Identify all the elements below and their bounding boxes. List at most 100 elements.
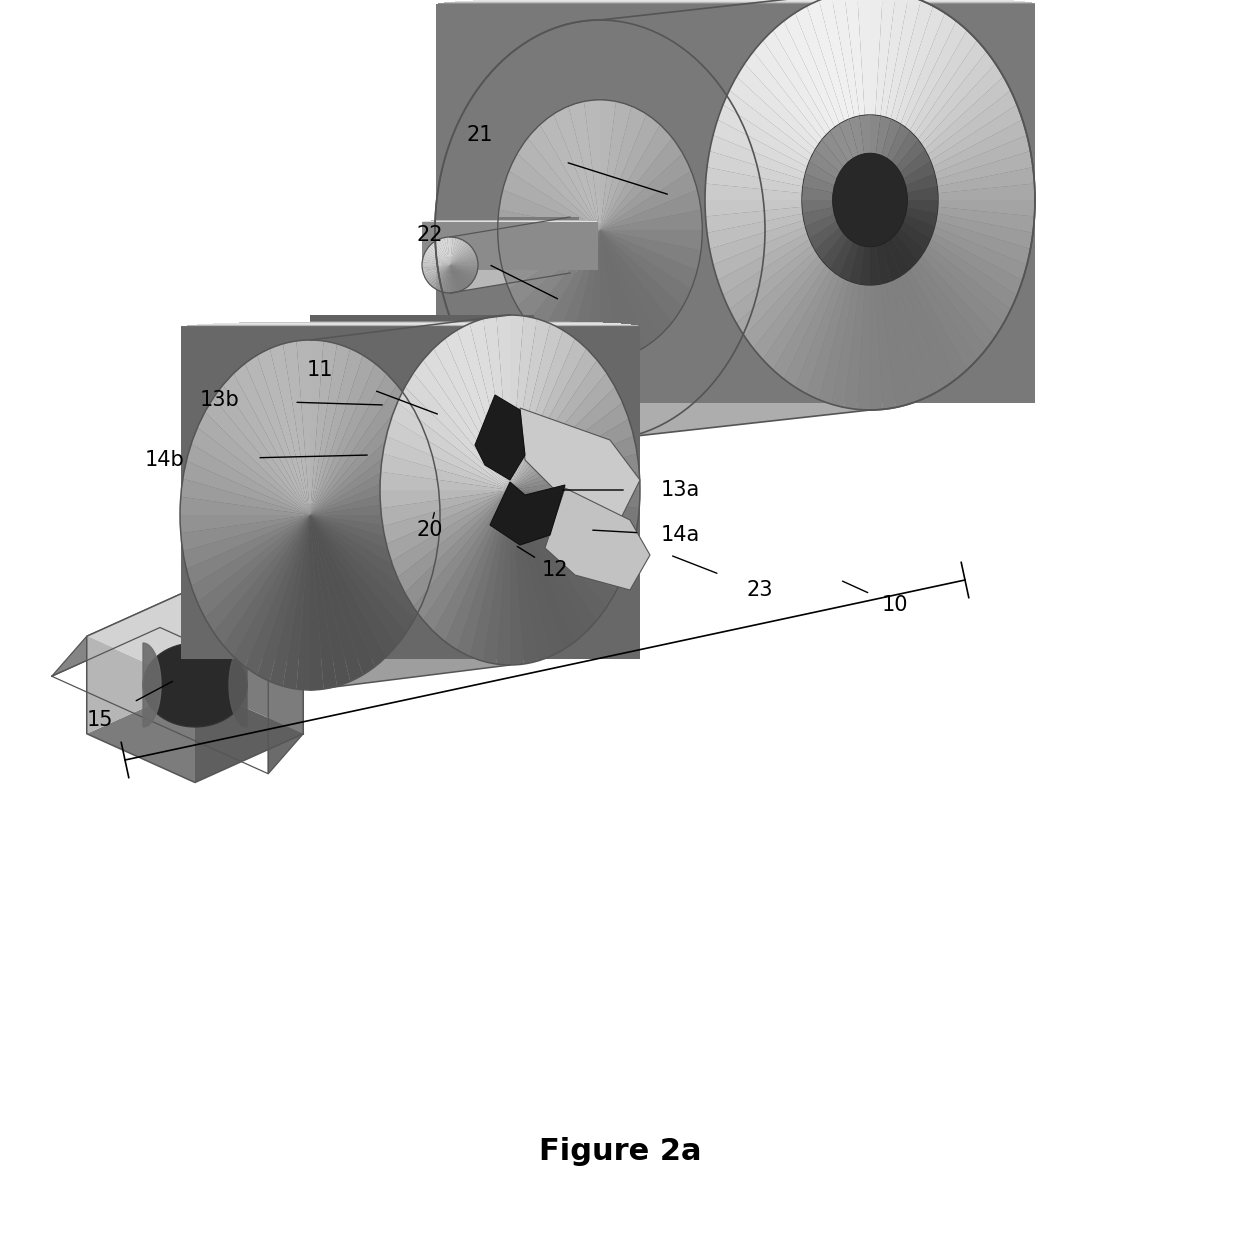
Polygon shape xyxy=(870,200,937,227)
Polygon shape xyxy=(870,184,1035,200)
Text: 11: 11 xyxy=(306,360,334,380)
Polygon shape xyxy=(528,125,600,230)
Polygon shape xyxy=(839,120,870,200)
Polygon shape xyxy=(870,0,909,200)
Polygon shape xyxy=(870,186,937,200)
Polygon shape xyxy=(870,200,892,285)
Polygon shape xyxy=(729,77,870,200)
Polygon shape xyxy=(444,3,1032,319)
Polygon shape xyxy=(718,104,870,200)
Polygon shape xyxy=(600,125,672,230)
Polygon shape xyxy=(453,230,600,340)
Polygon shape xyxy=(600,230,717,390)
Polygon shape xyxy=(510,490,634,562)
Polygon shape xyxy=(562,23,600,230)
Polygon shape xyxy=(229,643,247,726)
Polygon shape xyxy=(795,200,870,394)
Ellipse shape xyxy=(143,643,247,726)
Polygon shape xyxy=(181,326,640,660)
Polygon shape xyxy=(870,150,930,200)
Polygon shape xyxy=(450,3,1029,285)
Polygon shape xyxy=(600,0,942,25)
Polygon shape xyxy=(600,230,734,366)
Polygon shape xyxy=(818,0,870,200)
Polygon shape xyxy=(205,398,310,515)
Polygon shape xyxy=(310,349,363,515)
Text: 21: 21 xyxy=(466,125,494,145)
Polygon shape xyxy=(822,200,870,268)
Polygon shape xyxy=(436,230,600,279)
Polygon shape xyxy=(870,200,1003,336)
Polygon shape xyxy=(600,190,701,230)
Polygon shape xyxy=(197,515,310,618)
Polygon shape xyxy=(510,339,587,490)
Polygon shape xyxy=(436,264,450,291)
Polygon shape xyxy=(574,20,600,230)
Text: 13a: 13a xyxy=(661,480,699,500)
Polygon shape xyxy=(870,0,934,200)
Polygon shape xyxy=(510,490,629,578)
Polygon shape xyxy=(503,50,600,230)
Polygon shape xyxy=(489,0,1003,151)
Polygon shape xyxy=(870,21,967,200)
Polygon shape xyxy=(432,242,450,264)
Polygon shape xyxy=(600,93,734,230)
Polygon shape xyxy=(510,403,629,490)
Polygon shape xyxy=(463,1,1021,228)
Polygon shape xyxy=(422,223,598,267)
Polygon shape xyxy=(706,167,870,200)
Polygon shape xyxy=(181,478,310,515)
Polygon shape xyxy=(600,82,725,230)
Polygon shape xyxy=(310,374,397,515)
Polygon shape xyxy=(310,515,407,645)
Polygon shape xyxy=(310,321,551,326)
Polygon shape xyxy=(208,324,625,490)
Polygon shape xyxy=(870,140,925,200)
Polygon shape xyxy=(737,200,870,336)
Polygon shape xyxy=(870,200,895,409)
Polygon shape xyxy=(802,200,870,213)
Polygon shape xyxy=(737,64,870,200)
Polygon shape xyxy=(422,264,450,268)
Polygon shape xyxy=(600,230,697,409)
Polygon shape xyxy=(184,326,640,624)
Polygon shape xyxy=(222,324,615,449)
Polygon shape xyxy=(210,324,624,485)
Polygon shape xyxy=(600,230,646,354)
Polygon shape xyxy=(870,200,1027,281)
Polygon shape xyxy=(310,515,415,632)
Polygon shape xyxy=(600,230,691,306)
Polygon shape xyxy=(423,264,450,273)
Polygon shape xyxy=(87,588,195,685)
Polygon shape xyxy=(600,50,697,230)
Polygon shape xyxy=(537,230,600,429)
Polygon shape xyxy=(600,230,616,360)
Polygon shape xyxy=(428,264,450,283)
Polygon shape xyxy=(450,237,453,264)
Polygon shape xyxy=(870,200,935,239)
Polygon shape xyxy=(510,472,640,490)
Polygon shape xyxy=(223,374,310,515)
Polygon shape xyxy=(186,326,639,601)
Polygon shape xyxy=(450,264,453,293)
Polygon shape xyxy=(425,222,595,242)
Polygon shape xyxy=(600,230,613,439)
Polygon shape xyxy=(510,453,640,490)
Polygon shape xyxy=(537,0,973,74)
Polygon shape xyxy=(181,326,640,653)
Polygon shape xyxy=(600,230,707,400)
Polygon shape xyxy=(502,230,600,290)
Polygon shape xyxy=(600,230,701,271)
Polygon shape xyxy=(549,25,600,230)
Polygon shape xyxy=(450,251,476,264)
Polygon shape xyxy=(435,0,1035,439)
Polygon shape xyxy=(553,230,600,354)
Polygon shape xyxy=(832,0,870,200)
Polygon shape xyxy=(870,200,1023,296)
Polygon shape xyxy=(485,0,1004,157)
Polygon shape xyxy=(515,0,986,102)
Polygon shape xyxy=(870,151,1033,200)
Polygon shape xyxy=(205,515,310,632)
Polygon shape xyxy=(496,490,510,665)
Polygon shape xyxy=(422,262,450,264)
